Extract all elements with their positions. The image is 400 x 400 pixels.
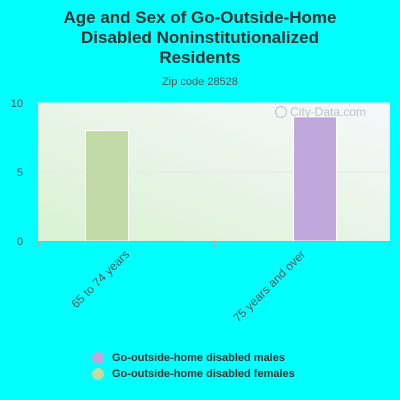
chart-title-line-1: Age and Sex of Go-Outside-Home xyxy=(63,8,337,27)
legend-label-males: Go-outside-home disabled males xyxy=(112,352,285,364)
bar xyxy=(85,130,129,242)
y-tick-label: 5 xyxy=(17,167,23,179)
chart-title: Age and Sex of Go-Outside-Home Disabled … xyxy=(0,8,400,68)
y-tick-label: 0 xyxy=(17,236,23,248)
legend-swatch-males xyxy=(92,352,104,364)
x-tick-label: 65 to 74 years xyxy=(68,247,132,311)
legend: Go-outside-home disabled males Go-outsid… xyxy=(92,350,295,382)
legend-swatch-females xyxy=(92,368,104,380)
chart-title-line-2: Disabled Noninstitutionalized xyxy=(80,28,319,47)
legend-label-females: Go-outside-home disabled females xyxy=(112,368,295,380)
watermark: City-Data.com xyxy=(275,105,366,119)
chart-title-line-3: Residents xyxy=(159,48,241,67)
legend-item-males: Go-outside-home disabled males xyxy=(92,350,295,366)
chart-subtitle: Zip code 28528 xyxy=(162,76,238,88)
watermark-text: City-Data.com xyxy=(290,105,367,119)
search-icon xyxy=(275,106,287,118)
x-tick-label: 75 years and over xyxy=(230,247,308,325)
legend-item-females: Go-outside-home disabled females xyxy=(92,366,295,382)
bar xyxy=(293,116,337,242)
y-tick-label: 10 xyxy=(11,98,23,110)
